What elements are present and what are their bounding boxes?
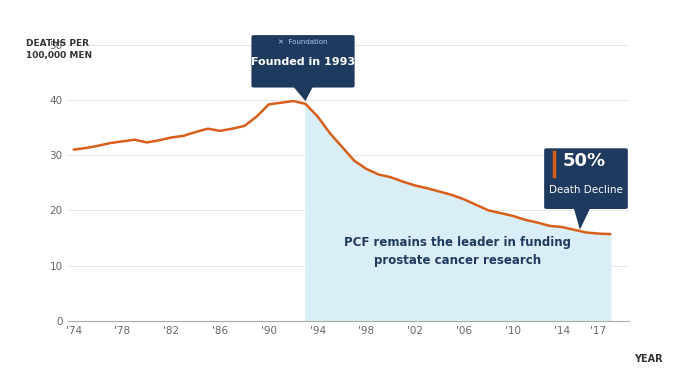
Text: YEAR: YEAR xyxy=(634,354,663,364)
FancyBboxPatch shape xyxy=(544,148,628,209)
Text: PCF remains the leader in funding
prostate cancer research: PCF remains the leader in funding prosta… xyxy=(344,236,571,267)
Text: Founded in 1993: Founded in 1993 xyxy=(251,57,355,67)
Text: DEATHS PER
100,000 MEN: DEATHS PER 100,000 MEN xyxy=(26,39,92,60)
Polygon shape xyxy=(293,86,313,101)
Text: ✕  Foundation: ✕ Foundation xyxy=(279,39,328,45)
Text: 50%: 50% xyxy=(562,152,606,170)
Text: Death Decline: Death Decline xyxy=(549,185,623,195)
FancyBboxPatch shape xyxy=(251,35,355,88)
Polygon shape xyxy=(574,208,591,230)
